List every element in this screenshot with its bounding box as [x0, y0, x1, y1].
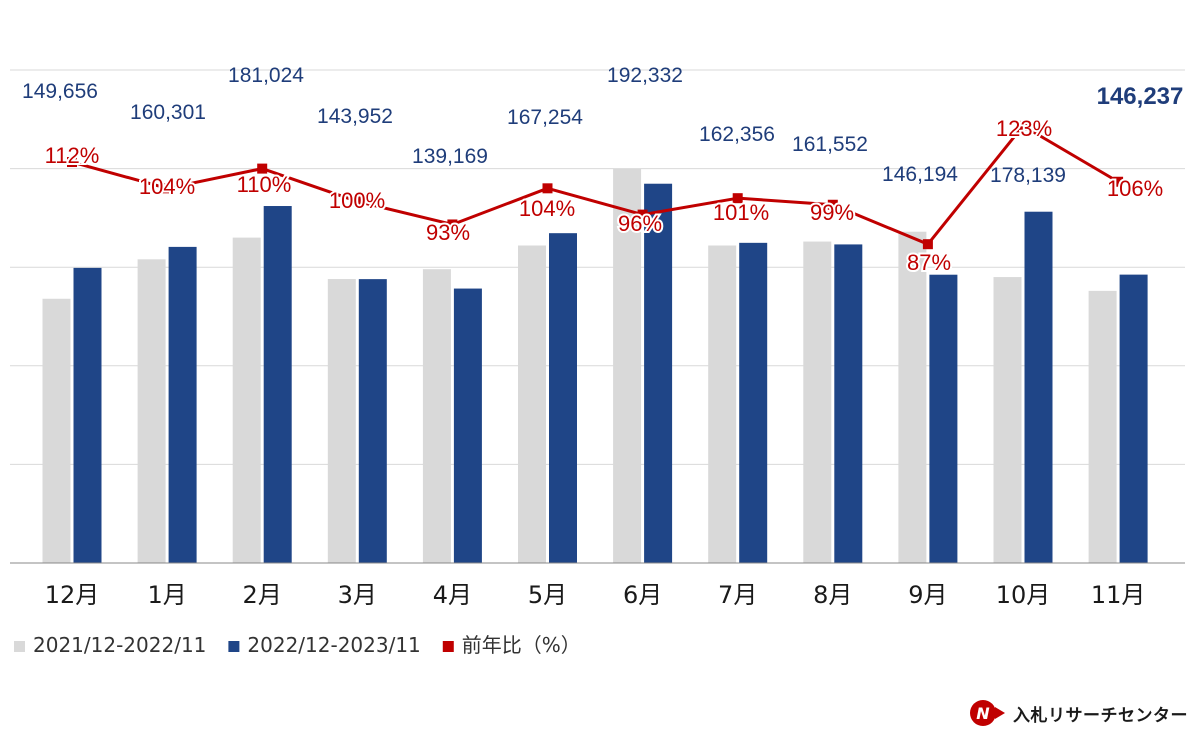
bar-current-year: [453, 288, 482, 563]
ratio-marker: [1018, 120, 1028, 131]
bar-prev-year: [518, 245, 546, 563]
x-tick-label: 8月: [813, 581, 852, 609]
data-label-ratio: 100%: [329, 188, 385, 213]
data-label-ratio: 99%: [810, 200, 854, 225]
x-tick-label: 4月: [433, 581, 472, 609]
ratio-marker: [732, 193, 743, 204]
data-label-ratio: 104%: [519, 196, 575, 221]
legend-current-year-label: 2022/12-2023/11: [247, 633, 420, 657]
data-label-ratio: 106%: [1107, 176, 1163, 201]
bar-current-year: [549, 233, 577, 563]
x-tick-label: 7月: [718, 581, 757, 609]
data-label-value: 178,139: [990, 164, 1066, 187]
bar-prev-year: [232, 237, 261, 563]
data-label-ratio: 123%: [996, 116, 1052, 141]
legend-ratio-label: 前年比（%）: [462, 633, 581, 657]
bar-current-year: [834, 244, 863, 564]
x-tick-label: 3月: [338, 581, 377, 609]
data-label-ratio: 104%: [139, 174, 195, 199]
data-label-ratio: 96%: [618, 211, 662, 236]
brand-name: 入札リサーチセンター: [1013, 705, 1188, 726]
ratio-marker: [637, 209, 648, 220]
bar-current-year: [1119, 274, 1148, 563]
brand-logo: N 入札リサーチセンター: [969, 698, 1188, 728]
ratio-marker: [257, 163, 268, 174]
x-tick-label: 6月: [623, 581, 662, 609]
data-label-value: 149,656: [22, 80, 98, 103]
x-tick-label: 9月: [908, 581, 947, 609]
data-label-value: 192,332: [607, 64, 683, 87]
bar-prev-year: [803, 241, 832, 563]
x-tick-label: 12月: [45, 581, 100, 609]
x-tick-label: 5月: [528, 581, 567, 609]
data-label-value: 181,024: [228, 64, 304, 87]
bar-prev-year: [613, 168, 642, 563]
bar-current-year: [644, 183, 673, 563]
data-label-ratio: 110%: [237, 172, 292, 197]
data-label-value: 143,952: [317, 105, 393, 128]
bar-prev-year: [1088, 290, 1117, 563]
ratio-marker: [352, 196, 363, 207]
bar-prev-year: [422, 269, 451, 563]
ratio-marker: [162, 183, 173, 194]
data-label-ratio: 87%: [907, 250, 951, 275]
ratio-marker: [67, 157, 77, 168]
brand-mark-icon: N: [970, 700, 1005, 726]
data-label-value: 160,301: [130, 101, 206, 124]
x-tick-label: 10月: [996, 581, 1051, 609]
bar-prev-year: [993, 277, 1022, 563]
data-label-value: 161,552: [792, 133, 868, 156]
ratio-marker: [542, 183, 553, 194]
x-tick-label: 1月: [147, 581, 186, 609]
legend-prev-year-label: 2021/12-2022/11: [33, 633, 206, 657]
bar-prev-year: [137, 259, 166, 563]
bar-prev-year: [708, 245, 737, 563]
data-label-ratio: 101%: [713, 200, 769, 225]
bar-current-year: [168, 246, 197, 564]
ratio-marker: [1113, 176, 1124, 187]
bar-prev-year: [42, 298, 71, 563]
bar-current-year: [358, 279, 387, 563]
data-label-value: 167,254: [507, 106, 583, 129]
legend-current-year-swatch: [228, 641, 240, 652]
data-label-value: 139,169: [412, 145, 488, 168]
x-tick-label: 11月: [1091, 581, 1146, 609]
data-label-ratio: 93%: [426, 220, 470, 245]
ratio-marker: [827, 199, 838, 210]
legend-prev-year-swatch: [14, 641, 25, 652]
x-tick-label: 2月: [243, 581, 282, 609]
svg-text:N: N: [976, 704, 990, 723]
data-label-ratio: 112%: [45, 143, 100, 168]
legend-ratio-swatch: [442, 641, 454, 652]
data-label-value: 146,194: [882, 163, 958, 186]
bar-current-year: [1024, 211, 1053, 563]
data-label-value: 162,356: [699, 123, 775, 146]
bar-prev-year: [327, 279, 356, 563]
data-label-value: 146,237: [1097, 83, 1184, 110]
bar-current-year: [739, 242, 768, 563]
ratio-marker: [447, 219, 458, 230]
ratio-marker: [922, 239, 933, 250]
bar-current-year: [929, 274, 958, 563]
bar-current-year: [73, 267, 102, 563]
bar-current-year: [263, 206, 292, 563]
ratio-line: [71, 124, 1119, 246]
bar-prev-year: [898, 231, 927, 564]
